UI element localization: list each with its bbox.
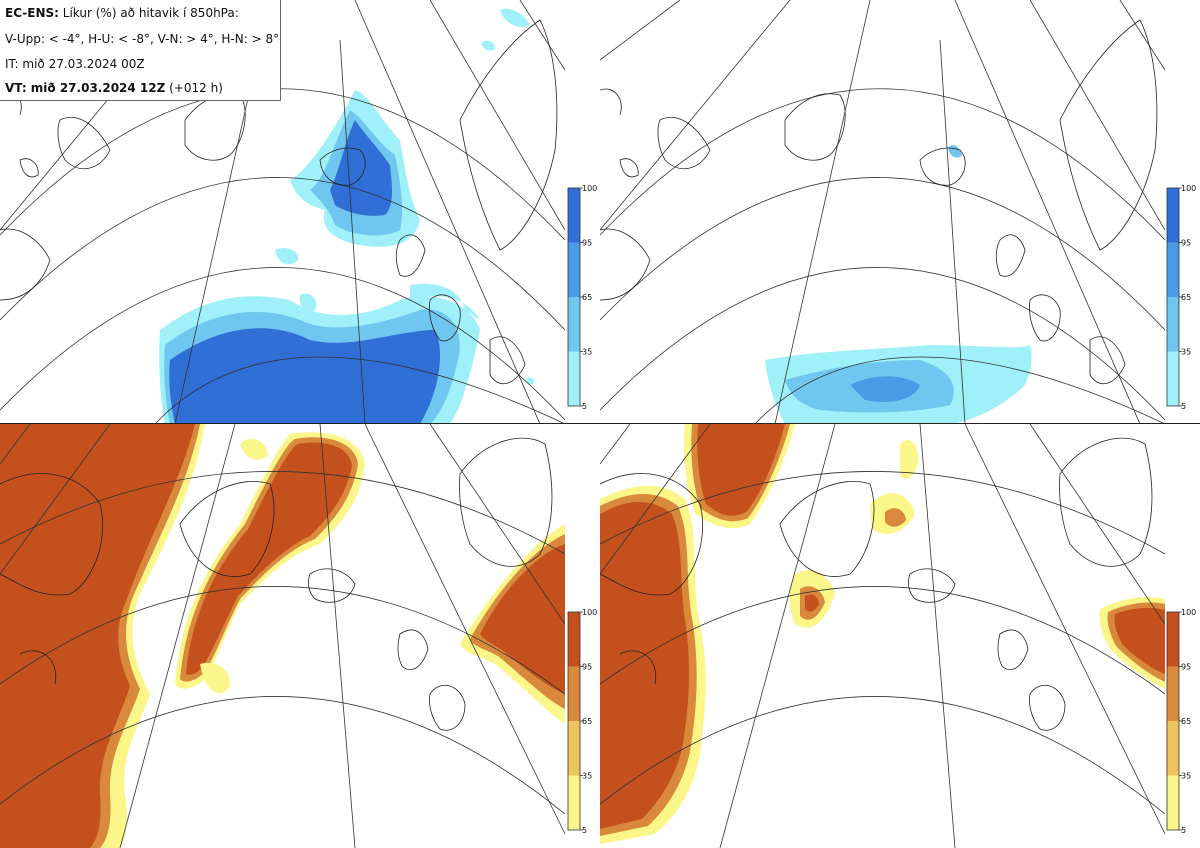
colorbar-tick-label: 35 bbox=[1181, 772, 1191, 781]
colorbar-segment bbox=[1167, 351, 1179, 406]
colorbar-tick-label: 65 bbox=[1181, 717, 1191, 726]
colorbar-segment bbox=[1167, 721, 1179, 776]
colorbar-tick-label: 35 bbox=[1181, 348, 1191, 357]
graticule bbox=[600, 0, 1165, 424]
colorbar-segment bbox=[568, 242, 580, 297]
chart-info-box: EC-ENS: Líkur (%) að hitavik í 850hPa: V… bbox=[0, 0, 281, 101]
colorbar-warm-bottom-right: 100 95 65 35 5 bbox=[1166, 608, 1197, 837]
forecast-offset: (+012 h) bbox=[169, 81, 223, 95]
colorbar-tick-label: 95 bbox=[582, 663, 592, 672]
probability-map bbox=[600, 424, 1165, 848]
colorbar-tick-label: 5 bbox=[582, 402, 587, 411]
colorbar-segment bbox=[1167, 612, 1179, 667]
colorbar-tick-label: 95 bbox=[1181, 239, 1191, 248]
colorbar-tick-label: 100 bbox=[582, 608, 597, 617]
colorbar-tick-label: 100 bbox=[1181, 608, 1196, 617]
coastlines bbox=[0, 437, 553, 731]
probability-map bbox=[0, 424, 565, 848]
colorbar-tick-label: 100 bbox=[582, 184, 597, 193]
colorbar-segment bbox=[1167, 775, 1179, 830]
map-panel-cold-4: EC-ENS: Líkur (%) að hitavik í 850hPa: V… bbox=[0, 0, 565, 424]
initial-time: IT: mið 27.03.2024 00Z bbox=[5, 57, 145, 71]
panel-divider bbox=[0, 423, 1200, 424]
colorbar-tick-label: 95 bbox=[582, 239, 592, 248]
colorbar-cold-svg: 100 95 65 35 5 bbox=[1166, 184, 1196, 411]
colorbar-tick-label: 65 bbox=[582, 717, 592, 726]
colorbar-segment bbox=[568, 351, 580, 406]
colorbar-segment bbox=[1167, 242, 1179, 297]
colorbar-warm-svg: 100 95 65 35 5 bbox=[567, 608, 597, 835]
colorbar-tick-label: 5 bbox=[582, 826, 587, 835]
probability-shading bbox=[765, 145, 1032, 424]
colorbar-tick-label: 35 bbox=[582, 348, 592, 357]
map-panel-warm-4 bbox=[0, 424, 565, 848]
colorbar-cold-top-right: 100 95 65 35 5 bbox=[1166, 184, 1197, 413]
colorbar-segment bbox=[568, 297, 580, 352]
probability-shading bbox=[159, 8, 535, 424]
colorbar-tick-label: 65 bbox=[582, 293, 592, 302]
model-label: EC-ENS: bbox=[5, 6, 59, 20]
colorbar-segment bbox=[568, 721, 580, 776]
colorbar-tick-label: 5 bbox=[1181, 402, 1186, 411]
valid-time: VT: mið 27.03.2024 12Z bbox=[5, 81, 166, 95]
probability-map bbox=[600, 0, 1165, 424]
map-panel-warm-8 bbox=[600, 424, 1165, 848]
colorbar-cold-svg: 100 95 65 35 5 bbox=[567, 184, 597, 411]
colorbar-tick-label: 65 bbox=[1181, 293, 1191, 302]
colorbar-segment bbox=[568, 188, 580, 243]
colorbar-segment bbox=[568, 666, 580, 721]
colorbar-warm-svg: 100 95 65 35 5 bbox=[1166, 608, 1196, 835]
category-definitions: V-Upp: < -4°, H-U: < -8°, V-N: > 4°, H-N… bbox=[5, 32, 280, 46]
coastlines bbox=[600, 19, 1158, 385]
chart-title: Líkur (%) að hitavik í 850hPa: bbox=[62, 6, 239, 20]
colorbar-segment bbox=[1167, 188, 1179, 243]
colorbar-segment bbox=[1167, 666, 1179, 721]
probability-shading bbox=[600, 424, 1165, 844]
colorbar-tick-label: 5 bbox=[1181, 826, 1186, 835]
colorbar-tick-label: 95 bbox=[1181, 663, 1191, 672]
colorbar-tick-label: 100 bbox=[1181, 184, 1196, 193]
colorbar-cold-top-left: 100 95 65 35 5 bbox=[567, 184, 598, 413]
colorbar-warm-bottom-left: 100 95 65 35 5 bbox=[567, 608, 598, 837]
graticule bbox=[0, 424, 565, 848]
coastlines bbox=[0, 19, 558, 385]
colorbar-segment bbox=[1167, 297, 1179, 352]
graticule bbox=[600, 424, 1165, 848]
colorbar-segment bbox=[568, 612, 580, 667]
map-panel-cold-8 bbox=[600, 0, 1165, 424]
colorbar-segment bbox=[568, 775, 580, 830]
coastlines bbox=[600, 437, 1153, 731]
probability-shading bbox=[0, 424, 565, 848]
colorbar-tick-label: 35 bbox=[582, 772, 592, 781]
